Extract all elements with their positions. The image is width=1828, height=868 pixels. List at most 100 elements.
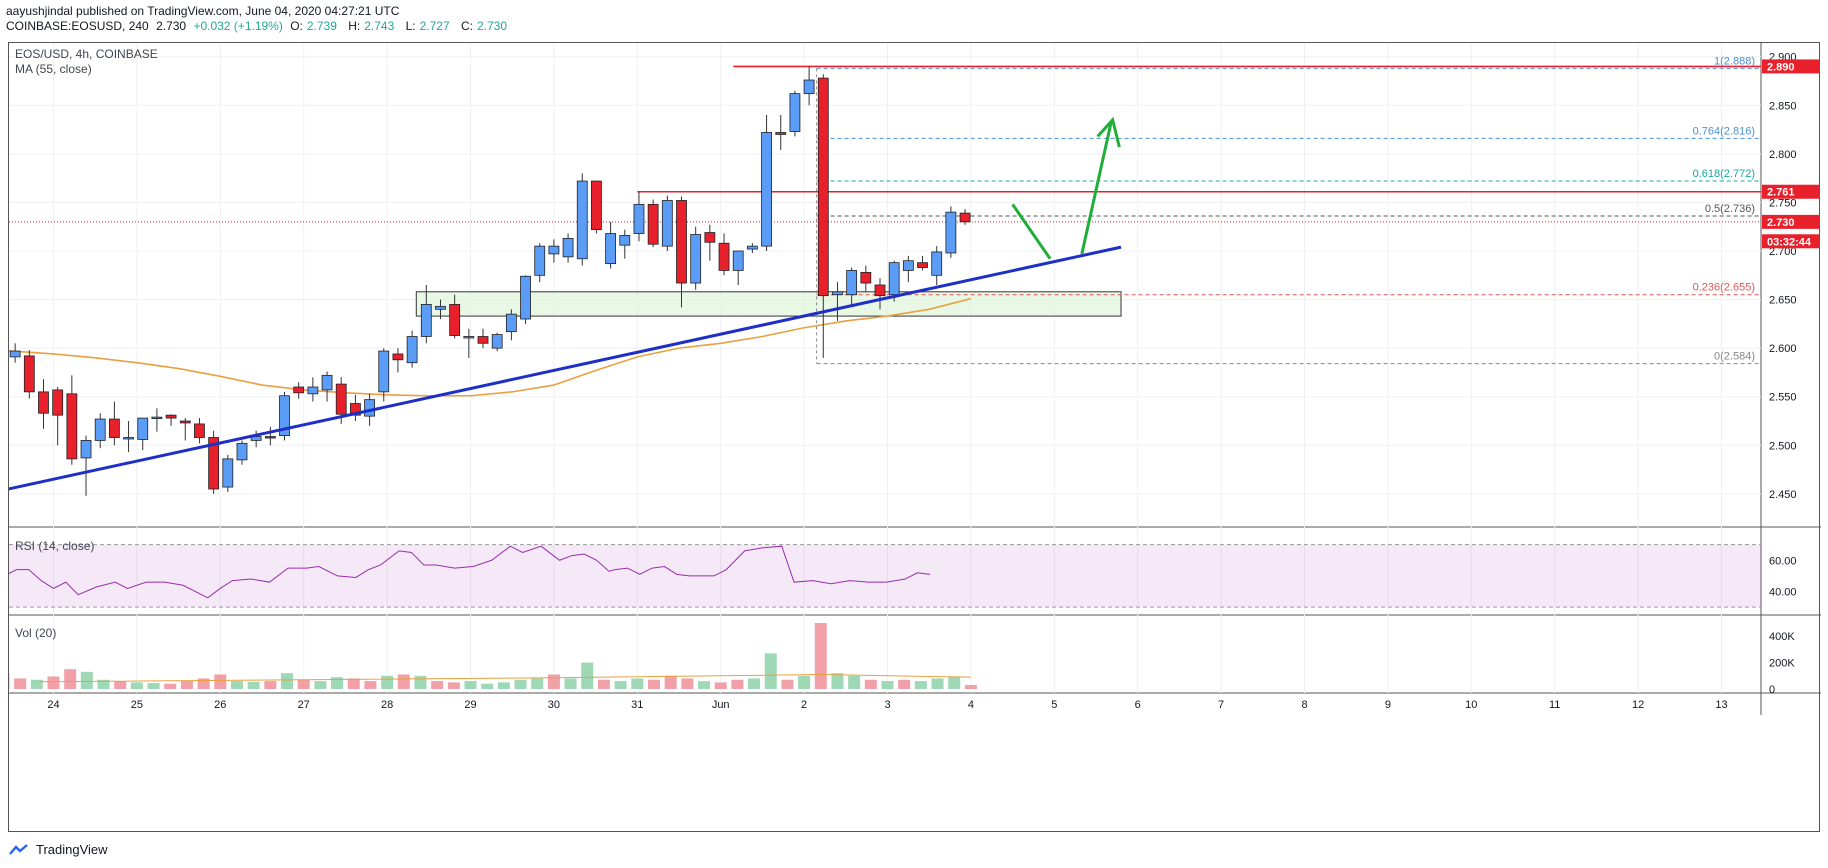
price-axis-badge-text: 2.730 xyxy=(1767,217,1795,229)
candle-body xyxy=(888,262,900,296)
volume-bar xyxy=(464,681,477,689)
x-tick-label: 30 xyxy=(548,699,560,711)
volume-bar xyxy=(264,681,277,689)
candle-body xyxy=(860,271,872,284)
ohlc-row: COINBASE:EOSUSD, 240 2.730 +0.032 (+1.19… xyxy=(6,19,515,34)
low-value: 2.727 xyxy=(419,19,450,33)
x-tick-label: 29 xyxy=(464,699,476,711)
symbol-label[interactable]: COINBASE:EOSUSD, 240 xyxy=(6,19,149,33)
x-tick-label: 12 xyxy=(1632,699,1644,711)
y-tick-label: 2.750 xyxy=(1769,197,1797,209)
candle-body xyxy=(350,403,361,416)
ma55-line xyxy=(0,297,972,397)
candle-body xyxy=(293,386,305,394)
volume-bar xyxy=(864,679,877,689)
candle-body xyxy=(789,93,801,132)
candle-body xyxy=(108,418,120,438)
candle-body xyxy=(52,389,64,416)
volume-bar xyxy=(631,678,644,689)
chart-frame[interactable]: 24 25 26 27 28 29 30 31 Jun 2 3 4 5 6 7 8 9 10 11 12 13 2.900… xyxy=(0,42,1821,833)
volume-bar xyxy=(414,675,427,689)
candle-body xyxy=(23,355,35,393)
volume-bar xyxy=(297,679,310,689)
volume-bar xyxy=(664,675,677,689)
y-tick-label: 2.650 xyxy=(1769,295,1797,307)
volume-bar xyxy=(497,682,510,689)
candle-body xyxy=(38,391,49,414)
candle-body xyxy=(633,203,645,234)
volume-bar xyxy=(948,677,961,689)
candle-body xyxy=(605,233,617,265)
candle-body xyxy=(832,291,843,296)
ascending-trendline xyxy=(0,245,1122,493)
volume-tick-label: 400K xyxy=(1769,631,1795,643)
published-info: aayushjindal published on TradingView.co… xyxy=(6,4,400,18)
candle-body xyxy=(279,395,290,436)
x-tick-label: 2 xyxy=(801,699,807,711)
volume-bar xyxy=(247,681,260,689)
volume-bar xyxy=(364,681,377,689)
volume-bar xyxy=(581,662,594,689)
volume-bar xyxy=(164,683,177,689)
x-tick-label: 24 xyxy=(47,699,59,711)
candle-body xyxy=(321,374,333,391)
volume-bar xyxy=(764,653,777,689)
volume-bar xyxy=(748,678,761,689)
candle-body xyxy=(307,386,319,395)
candle-body xyxy=(931,251,943,276)
ma-indicator-label[interactable]: MA (55, close) xyxy=(15,62,92,76)
y-tick-label: 2.450 xyxy=(1769,489,1797,501)
x-tick-label: 9 xyxy=(1385,699,1391,711)
volume-bar xyxy=(47,676,60,689)
candle-body xyxy=(80,440,92,459)
y-tick-label: 2.600 xyxy=(1769,343,1797,355)
price-axis-badge xyxy=(1762,184,1820,199)
candle-body xyxy=(392,353,404,361)
volume-bar xyxy=(714,682,727,689)
x-tick-label: 25 xyxy=(131,699,143,711)
volume-bar xyxy=(230,681,243,689)
x-tick-label: 26 xyxy=(214,699,226,711)
candle-body xyxy=(676,200,687,284)
fib-level-label: 0(2.584) xyxy=(1714,351,1755,363)
x-tick-label: 4 xyxy=(968,699,974,711)
volume-bar xyxy=(814,623,827,689)
chart-canvas[interactable]: 24 25 26 27 28 29 30 31 Jun 2 3 4 5 6 7 8 9 10 11 12 132.900… xyxy=(0,43,1821,833)
fib-level-label: 0.236(2.655) xyxy=(1693,282,1755,294)
volume-bar xyxy=(914,681,927,689)
volume-bar xyxy=(347,678,360,689)
candle-body xyxy=(406,336,418,364)
candle-body xyxy=(548,245,560,255)
price-axis-badge-text: 2.890 xyxy=(1767,61,1795,73)
candle-body xyxy=(761,132,772,247)
volume-indicator-label[interactable]: Vol (20) xyxy=(15,626,57,640)
volume-bar xyxy=(97,679,110,689)
rsi-line xyxy=(0,545,930,599)
tradingview-brand: TradingView xyxy=(36,842,108,857)
candle-body xyxy=(917,262,928,268)
chart-header: aayushjindal published on TradingView.co… xyxy=(6,4,515,34)
rsi-indicator-label[interactable]: RSI (14, close) xyxy=(15,539,95,553)
candle-body xyxy=(364,399,375,417)
projection-arrow-down xyxy=(1011,203,1052,260)
volume-bar xyxy=(30,679,43,689)
candle-body xyxy=(647,203,659,245)
volume-bar xyxy=(698,681,711,689)
y-tick-label: 2.500 xyxy=(1769,440,1797,452)
candle-body xyxy=(945,211,957,254)
rsi-tick-label: 60.00 xyxy=(1769,555,1797,567)
candle-body xyxy=(477,336,489,344)
volume-bar xyxy=(314,681,327,689)
fib-level-label: 0.5(2.736) xyxy=(1705,203,1755,215)
volume-bar xyxy=(881,681,894,689)
fib-level-label: 1(2.888) xyxy=(1714,55,1755,67)
volume-bar xyxy=(597,679,610,689)
price-axis-badge xyxy=(1762,214,1820,229)
candle-body xyxy=(576,180,588,260)
high-label: H: xyxy=(348,19,361,33)
candle-body xyxy=(732,250,744,271)
candle-body xyxy=(137,417,149,440)
fib-level-label: 0.764(2.816) xyxy=(1693,125,1755,137)
candle-body xyxy=(151,416,163,420)
x-tick-label: 6 xyxy=(1135,699,1141,711)
